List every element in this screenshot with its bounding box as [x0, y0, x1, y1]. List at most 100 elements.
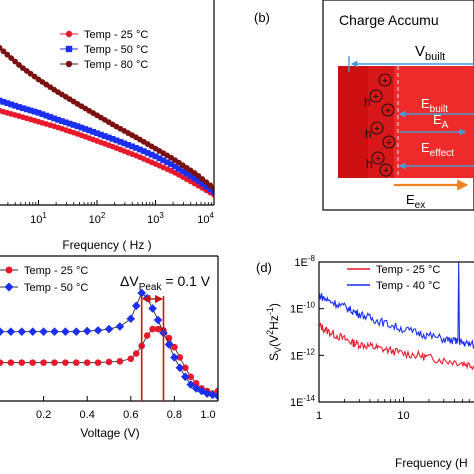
panel-b-hole-circle [382, 135, 396, 149]
panel-a-point [4, 100, 11, 107]
panel-c-point [127, 355, 135, 363]
panel-c-point [29, 359, 36, 366]
panel-a-point [101, 133, 108, 139]
panel-a-point [156, 155, 163, 162]
panel-a-point [0, 48, 7, 55]
panel-a-point [94, 130, 100, 137]
panel-d-legend: Temp - 25 °C Temp - 40 °C [347, 264, 440, 292]
panel-a-point [16, 62, 22, 68]
panel-c-point [148, 304, 157, 313]
panel-d-series-line-0 [319, 322, 474, 371]
panel-c-x-tick-label-0: 0.2 [36, 409, 51, 421]
panel-c-point [187, 373, 195, 381]
panel-a-point [39, 111, 46, 118]
panel-d-x-label: Frequency (H [395, 456, 468, 470]
panel-a-point [121, 140, 128, 147]
panel-a-point [35, 109, 42, 116]
panel-a-point [4, 51, 11, 58]
panel-a-point [191, 175, 198, 182]
panel-a-point [144, 150, 151, 156]
panel-b-hole-circle [379, 163, 393, 177]
panel-c-point [28, 327, 37, 336]
panel-c-point [82, 326, 92, 336]
panel-c-point [115, 322, 125, 331]
panel-b-hole-circle [371, 151, 385, 165]
panel-a-point [8, 55, 15, 61]
panel-a-point [133, 144, 139, 151]
panel-b-hole-plus: + [383, 165, 389, 177]
panel-a-point [195, 177, 202, 184]
panel-a-point [105, 134, 112, 141]
panel-c-legend-label-0: Temp - 25 °C [24, 265, 88, 277]
panel-d-x-tick-label-0: 1 [316, 410, 322, 422]
panel-b: (b) Charge Accumu Vbuilt Ebuilt EA Eeffe… [254, 0, 474, 211]
panel-a-point [125, 141, 132, 148]
panel-a-point [74, 123, 81, 130]
panel-c-point [17, 327, 27, 336]
panel-a-point [164, 159, 171, 166]
panel-c-point [153, 315, 163, 325]
panel-a-point [12, 102, 18, 109]
panel-c-point [214, 387, 218, 395]
panel-c-point [202, 389, 212, 398]
panel-a-point [62, 119, 69, 126]
panel-b-hole-circle [369, 89, 383, 103]
panel-c-point [83, 359, 91, 366]
panel-c-x-tick-label-2: 0.6 [123, 409, 138, 421]
panel-a-point [8, 101, 15, 108]
panel-c-point [105, 358, 113, 366]
panel-b-hole-circle [370, 121, 384, 135]
panel-d-x-tick-label-1: 10 [397, 410, 409, 422]
panel-a-point [86, 127, 93, 134]
panel-c-point [39, 327, 48, 336]
panel-b-dark-layer [338, 66, 370, 178]
panel-a-x-tick-label-2: 103 [147, 211, 164, 226]
panel-b-e-a-label: EA [433, 112, 449, 131]
panel-a-x-label: Frequency ( Hz ) [62, 238, 151, 252]
panel-a-point [140, 148, 147, 155]
panel-c-point [0, 327, 5, 336]
panel-a-legend-marker-2 [65, 60, 73, 68]
panel-a-point [59, 118, 65, 124]
panel-c-point [7, 359, 15, 366]
panel-b-hole-label: h [366, 157, 373, 171]
panel-c-point [61, 327, 70, 336]
panel-c-point [154, 325, 162, 333]
panel-b-hole-plus: + [382, 75, 388, 87]
panel-c-point [165, 334, 173, 342]
panel-a-point [211, 185, 214, 192]
panel-c-point [208, 390, 217, 400]
panel-c-point [143, 332, 151, 339]
panel-c-point [137, 288, 146, 298]
panel-d-y-tick-label-1: 1E-10 [290, 301, 316, 316]
panel-c-point [50, 327, 59, 336]
panel-a-point [152, 153, 159, 160]
panel-b-hole-plus: + [373, 91, 379, 103]
panel-c-point [164, 340, 174, 349]
panel-c-ticks: 0.2 0.4 0.6 0.8 1.0 [36, 396, 219, 421]
panel-a-point [109, 136, 116, 142]
panel-d-label: (d) [256, 260, 272, 275]
panel-c-point [104, 324, 114, 334]
panel-c-point [176, 354, 184, 361]
panel-b-hole-plus: + [386, 137, 392, 149]
panel-a-point [66, 120, 73, 127]
panel-d-y-tick-label-3: 1E-14 [290, 394, 316, 409]
panel-a-legend-label-1: Temp - 50 °C [84, 44, 148, 56]
panel-a-point [199, 176, 206, 182]
panel-a-legend-marker-0 [65, 30, 73, 38]
panel-c-annotation: ΔVPeak = 0.1 V [120, 273, 211, 401]
panel-c-legend-marker-1 [4, 282, 14, 292]
panel-b-e-effect-label: Eeffect [421, 140, 454, 159]
panel-c-point [40, 359, 47, 366]
panel-a-point [0, 98, 7, 105]
panel-a-point [137, 146, 143, 153]
panel-a-point [168, 161, 174, 168]
panel-a-point [183, 170, 190, 177]
panel-c-point [170, 353, 179, 362]
panel-c-point [182, 364, 189, 372]
panel-a: 101 102 103 104 Frequency ( Hz ) Temp - 25 … [0, 0, 215, 252]
panel-a-point [70, 122, 77, 128]
panel-b-hole-label: h [365, 127, 372, 141]
panel-a-point [160, 157, 167, 164]
